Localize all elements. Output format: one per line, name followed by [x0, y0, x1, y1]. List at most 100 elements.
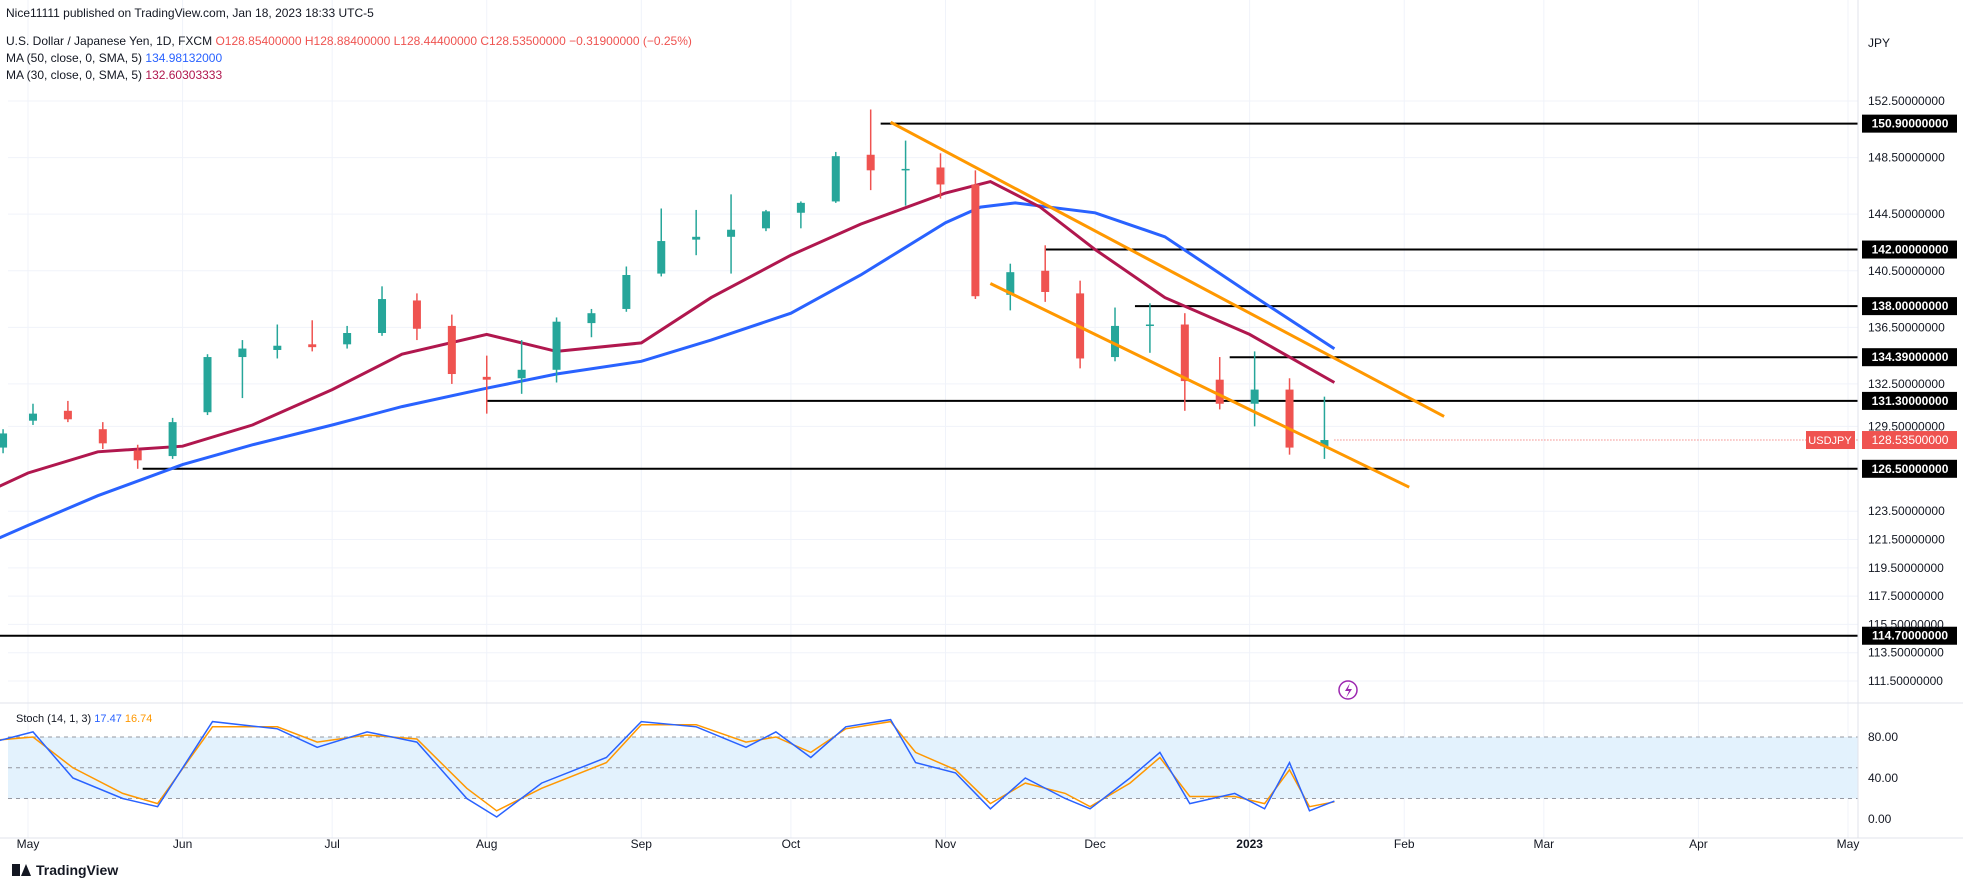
stoch-k-line [0, 718, 1335, 818]
time-tick-label: Feb [1394, 837, 1415, 851]
ma30-label: MA (30, close, 0, SMA, 5) [6, 68, 143, 82]
level-label: 134.39000000 [1872, 350, 1949, 364]
candle-body [657, 241, 666, 274]
ma50-legend[interactable]: MA (50, close, 0, SMA, 5) 134.98132000 [6, 51, 222, 65]
candle-body [168, 422, 177, 457]
candle-body [761, 211, 770, 229]
tradingview-logo-icon [12, 864, 31, 876]
candle-body [1041, 270, 1050, 292]
price-tick-label: 140.50000000 [1868, 264, 1945, 278]
candle-body [622, 275, 631, 309]
stoch-label: Stoch (14, 1, 3) [16, 713, 92, 725]
candle-body [238, 348, 247, 358]
level-label-box [1862, 240, 1957, 259]
candle-body [1250, 389, 1259, 404]
candle-body [482, 376, 491, 380]
stochastic-pane: 80.00 40.00 0.00 [0, 702, 1963, 826]
price-tick-label: 121.50000000 [1868, 533, 1945, 547]
time-tick-label: 2023 [1236, 837, 1263, 851]
time-tick-label: Dec [1084, 837, 1105, 851]
currency-label: JPY [1868, 36, 1890, 50]
level-label-box [1862, 459, 1957, 478]
candle-body [98, 429, 107, 444]
candle-body [936, 167, 945, 185]
stoch-tick-label: 0.00 [1868, 812, 1892, 826]
candle-body [727, 229, 736, 237]
candle-body [517, 369, 526, 379]
candle-body [447, 325, 456, 375]
last-price-box [1862, 431, 1957, 450]
level-label-box [1862, 297, 1957, 316]
level-label: 114.70000000 [1872, 629, 1948, 643]
ma50-line [0, 201, 1336, 540]
candles [0, 109, 1329, 469]
level-label: 131.30000000 [1872, 394, 1949, 408]
candle-body [796, 202, 805, 213]
time-tick-label: Aug [476, 837, 497, 851]
ma30-legend[interactable]: MA (30, close, 0, SMA, 5) 132.60303333 [6, 68, 222, 82]
candle-body [1320, 440, 1329, 447]
candle-body [1006, 272, 1015, 295]
level-label-box [1862, 391, 1957, 410]
price-tick-label: 111.50000000 [1868, 674, 1943, 688]
price-tick-label: 148.50000000 [1868, 151, 1945, 165]
lightning-icon[interactable] [1338, 680, 1358, 700]
price-tick-label: 129.50000000 [1868, 419, 1945, 433]
price-tick-label: 115.50000000 [1868, 617, 1944, 631]
time-tick-label: Apr [1689, 837, 1708, 851]
candle-body [866, 154, 875, 171]
ma50-value: 134.98132000 [145, 51, 223, 65]
channel-upper-line[interactable] [889, 120, 1445, 418]
candle-body [412, 300, 421, 329]
price-tick-label: 144.50000000 [1868, 207, 1945, 221]
grid [8, 0, 1858, 838]
level-label-box [1862, 114, 1957, 133]
price-tick-label: 113.50000000 [1868, 646, 1944, 660]
candle-body [1285, 389, 1294, 448]
candle-body [587, 313, 596, 324]
candle-body [0, 433, 8, 448]
publish-text: Nice11111 published on TradingView.com, … [6, 6, 374, 20]
price-tick-label: 117.50000000 [1868, 589, 1944, 603]
candle-body [1180, 324, 1189, 382]
candle-body [692, 236, 701, 240]
time-tick-label: May [1837, 837, 1860, 851]
last-price-label: 128.53500000 [1872, 433, 1949, 447]
price-tick-label: 136.50000000 [1868, 320, 1945, 334]
stoch-tick-label: 40.00 [1868, 771, 1898, 785]
lightning-bolt-icon [1345, 683, 1352, 698]
symbol-name: U.S. Dollar / Japanese Yen, 1D, FXCM [6, 34, 213, 48]
level-label: 150.90000000 [1872, 117, 1949, 131]
level-label-box [1862, 348, 1957, 367]
time-tick-label: Jul [324, 837, 339, 851]
ma30-value: 132.60303333 [145, 68, 223, 82]
candle-body [1111, 325, 1120, 358]
ma50-label: MA (50, close, 0, SMA, 5) [6, 51, 143, 65]
symbol-tag-box [1806, 431, 1855, 450]
stoch-tick-label: 80.00 [1868, 730, 1898, 744]
level-label: 138.00000000 [1872, 299, 1949, 313]
stoch-legend[interactable]: Stoch (14, 1, 3) 17.47 16.74 [16, 713, 152, 725]
stoch-k-value: 17.47 [94, 713, 122, 725]
descending-channel [889, 120, 1445, 489]
channel-lower-line[interactable] [989, 282, 1410, 489]
candle-body [203, 357, 212, 413]
price-tick-label: 123.50000000 [1868, 504, 1945, 518]
time-axis: May Jun Jul Aug Sep Oct Nov Dec 2023 Feb Mar Apr May [0, 0, 1963, 851]
tradingview-logo[interactable]: TradingView [12, 862, 118, 878]
level-label-box [1862, 626, 1957, 645]
last-price-line: USDJPY 128.53500000 [1334, 431, 1957, 450]
time-tick-label: May [17, 837, 40, 851]
tradingview-wordmark: TradingView [36, 862, 119, 878]
price-tick-label: 119.50000000 [1868, 561, 1944, 575]
moving-averages [0, 180, 1336, 540]
candle-body [831, 156, 840, 202]
candle-body [901, 168, 910, 171]
ma30-line [0, 180, 1336, 488]
level-label: 126.50000000 [1872, 462, 1949, 476]
candle-body [971, 184, 980, 297]
candle-body [133, 450, 142, 461]
candle-body [343, 333, 352, 345]
price-tick-label: 152.50000000 [1868, 94, 1945, 108]
